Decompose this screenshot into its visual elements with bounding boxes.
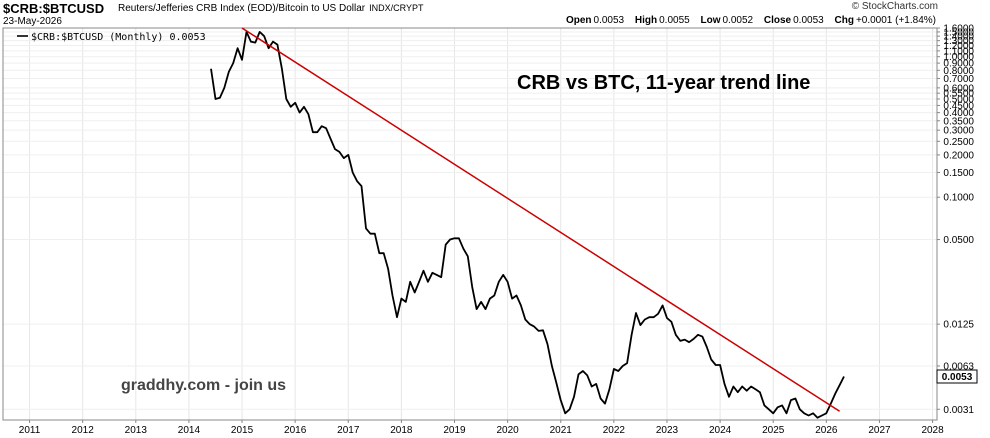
- close-label: Close: [763, 15, 792, 26]
- y-tick-label: 0.3000: [943, 126, 974, 137]
- symbol-description-row: Reuters/Jefferies CRB Index (EOD)/Bitcoi…: [118, 3, 423, 14]
- close-value: 0.0053: [793, 15, 824, 26]
- chart-title: CRB vs BTC, 11-year trend line: [517, 72, 810, 94]
- x-axis: 2011 2012 2013 2014 2015 2016 2017 2018 2019 2020…: [19, 420, 944, 436]
- chart-symbol: $CRB:$BTCUSD: [3, 1, 105, 16]
- y-tick-label: 1.5000: [943, 27, 974, 38]
- price-series-line: [210, 30, 845, 419]
- symbol-description: Reuters/Jefferies CRB Index (EOD)/Bitcoi…: [118, 3, 366, 14]
- high-value: 0.0055: [659, 15, 690, 26]
- x-tick-label: 2025: [762, 425, 785, 436]
- chart-date: 23-May-2026: [3, 16, 62, 27]
- x-tick-label: 2014: [178, 425, 201, 436]
- x-tick-label: 2017: [337, 425, 360, 436]
- x-tick-label: 2027: [868, 425, 891, 436]
- y-tick-label: 0.3500: [943, 116, 974, 127]
- x-tick-label: 2023: [656, 425, 679, 436]
- low-label: Low: [700, 15, 721, 26]
- y-tick-label: 0.4500: [943, 101, 974, 112]
- last-value-label: 0.0053: [942, 372, 973, 383]
- y-axis: 1.60001.50001.40001.30001.20001.10001.00…: [937, 24, 974, 416]
- y-tick-label: 0.6000: [943, 83, 974, 94]
- x-tick-label: 2021: [550, 425, 573, 436]
- x-tick-label: 2026: [815, 425, 838, 436]
- y-tick-label: 0.2500: [943, 137, 974, 148]
- y-tick-label: 0.1000: [943, 193, 974, 204]
- y-tick-label: 0.9000: [943, 59, 974, 70]
- plot-area-frame: [2, 27, 938, 421]
- y-tick-label: 0.0063: [943, 361, 974, 372]
- trend-line: [241, 27, 841, 412]
- high-label: High: [634, 15, 658, 26]
- x-tick-label: 2011: [19, 425, 41, 436]
- stockcharts-copyright[interactable]: © StockCharts.com: [851, 1, 938, 12]
- y-tick-label: 0.2000: [943, 150, 974, 161]
- chg-value: +0.0001 (+1.84%): [855, 15, 936, 26]
- x-tick-label: 2024: [709, 425, 732, 436]
- chg-label: Chg: [834, 15, 854, 26]
- y-tick-label: 0.7000: [943, 74, 974, 85]
- x-tick-label: 2015: [231, 425, 254, 436]
- y-tick-label: 1.3000: [943, 36, 974, 47]
- y-tick-label: 0.0031: [943, 405, 974, 416]
- y-tick-label: 1.0000: [943, 52, 974, 63]
- exchange-label: INDX/CRYPT: [369, 3, 424, 13]
- x-tick-label: 2012: [72, 425, 95, 436]
- x-tick-label: 2022: [603, 425, 626, 436]
- x-tick-label: 2028: [921, 425, 944, 436]
- open-value: 0.0053: [593, 15, 625, 26]
- legend: $CRB:$BTCUSD (Monthly) 0.0053: [17, 32, 206, 43]
- legend-label: $CRB:$BTCUSD (Monthly) 0.0053: [31, 32, 206, 43]
- low-value: 0.0052: [722, 15, 754, 26]
- y-tick-label: 1.1000: [943, 46, 974, 57]
- y-tick-label: 0.5000: [943, 94, 974, 105]
- watermark-text: graddhy.com - join us: [121, 377, 286, 394]
- y-tick-label: 1.4000: [943, 32, 974, 43]
- series-layer: [210, 27, 845, 419]
- y-tick-label: 0.0500: [943, 235, 974, 246]
- x-tick-label: 2020: [497, 425, 520, 436]
- y-tick-label: 0.4000: [943, 108, 974, 119]
- y-tick-label: 0.0125: [943, 320, 974, 331]
- last-value-tag: 0.0053: [936, 369, 978, 384]
- x-tick-label: 2013: [125, 425, 148, 436]
- open-label: Open: [565, 15, 592, 26]
- x-tick-label: 2018: [390, 425, 413, 436]
- y-tick-label: 1.6000: [943, 24, 974, 35]
- last-value-box: [936, 369, 978, 384]
- ohlc-readout: Open 0.0053 High 0.0055 Low 0.0052 Close 0.0…: [566, 15, 936, 26]
- y-tick-label: 0.5500: [943, 89, 974, 100]
- y-tick-label: 0.1500: [943, 168, 974, 179]
- y-tick-label: 1.2000: [943, 41, 974, 52]
- x-tick-label: 2019: [443, 425, 466, 436]
- y-tick-label: 0.8000: [943, 66, 974, 77]
- x-tick-label: 2016: [284, 425, 307, 436]
